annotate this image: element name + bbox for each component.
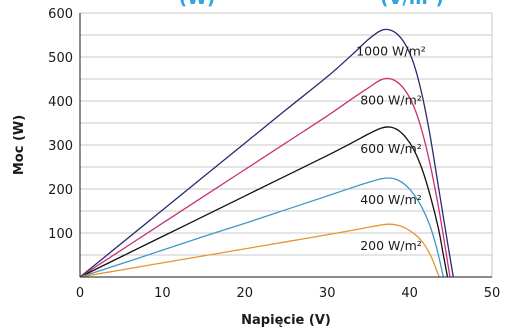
series-label: 200 W/m² — [360, 238, 422, 253]
series-line — [79, 77, 451, 278]
y-tick-label: 600 — [48, 7, 73, 22]
series-line — [79, 126, 449, 278]
y-tick-label: 300 — [48, 139, 73, 154]
tick-labels: 0 10 20 30 40 50 100 200 300 400 500 600 — [48, 7, 500, 301]
series-line — [79, 28, 454, 278]
x-tick-label: 50 — [484, 286, 501, 301]
series-label: 1000 W/m² — [356, 44, 426, 59]
chart-title-fragment: (W) — [179, 0, 215, 9]
y-tick-label: 400 — [48, 95, 73, 110]
x-tick-label: 10 — [154, 286, 171, 301]
x-tick-label: 0 — [76, 286, 84, 301]
series-label: 800 W/m² — [360, 93, 422, 108]
y-tick-label: 500 — [48, 51, 73, 66]
x-tick-label: 40 — [401, 286, 418, 301]
series-label: 600 W/m² — [360, 141, 422, 156]
y-tick-label: 200 — [48, 183, 73, 198]
y-tick-label: 100 — [48, 227, 73, 242]
series-line — [79, 223, 440, 278]
x-tick-label: 30 — [319, 286, 336, 301]
chart-title-fragment: (V/m²) — [380, 0, 444, 9]
series-labels: 1000 W/m² 800 W/m² 600 W/m² 400 W/m² 200 W/m… — [356, 44, 426, 253]
grid — [80, 12, 493, 277]
y-axis-title: Moc (W) — [12, 115, 27, 175]
series-line — [79, 177, 445, 278]
series-label: 400 W/m² — [360, 192, 422, 207]
series-lines — [79, 28, 454, 278]
x-axis-title: Napięcie (V) — [241, 313, 331, 328]
x-tick-label: 20 — [237, 286, 254, 301]
axes — [79, 13, 492, 278]
